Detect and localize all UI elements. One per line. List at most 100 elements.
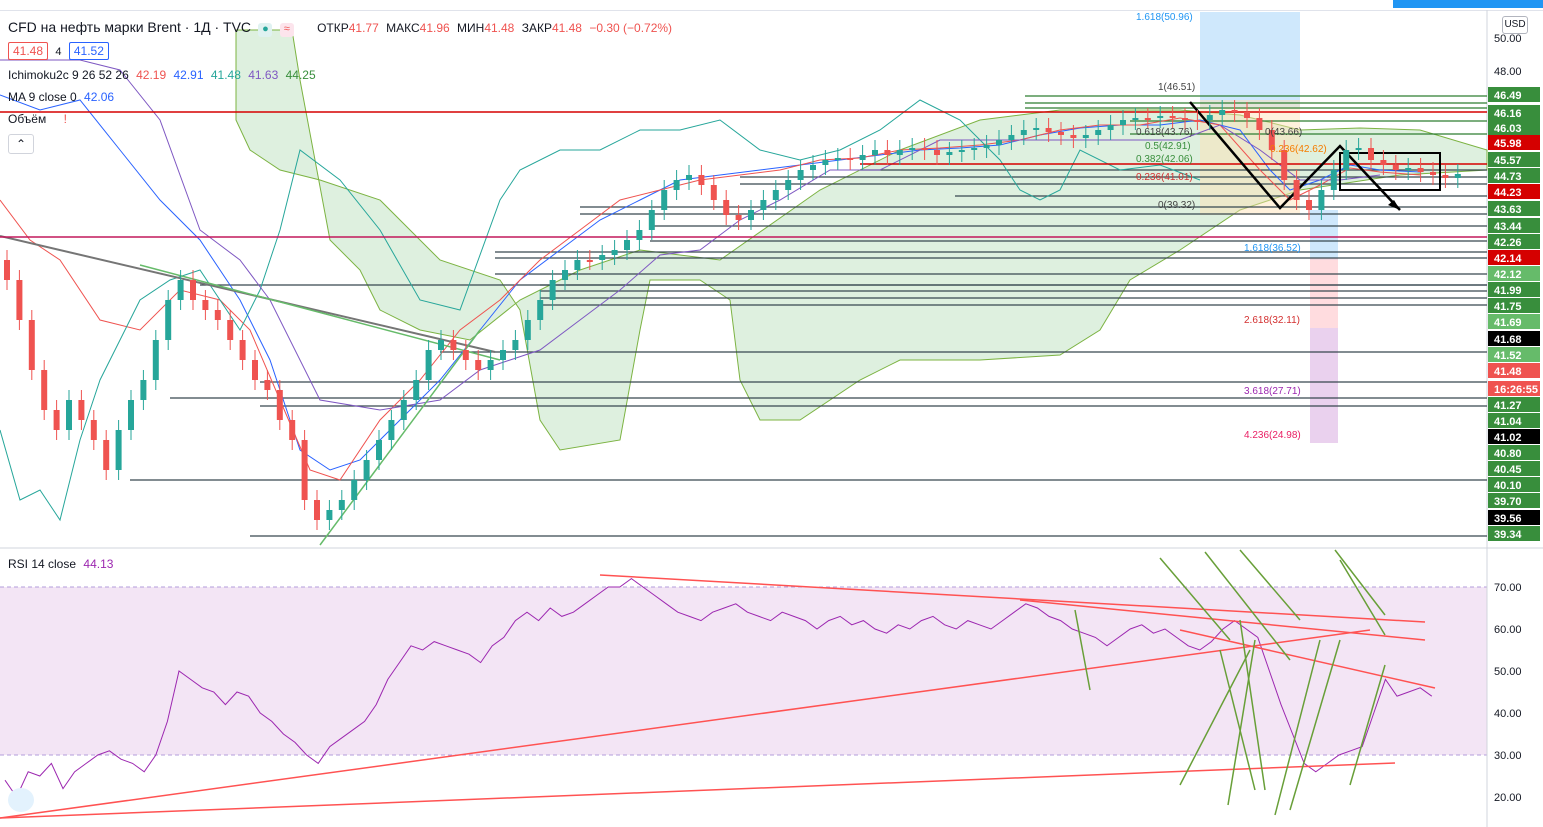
change-value: −0.30 (−0.72%) (589, 21, 673, 35)
candle-body (1008, 135, 1015, 140)
price-tick: 41.27 (1488, 397, 1540, 412)
candle-body (450, 340, 457, 350)
rsi-trend-3[interactable] (599, 574, 1426, 623)
candle-body (524, 320, 531, 340)
candle-body (1355, 148, 1362, 150)
candle-body (177, 280, 184, 300)
ichimoku-legend[interactable]: Ichimoku2c 9 26 52 26 42.19 42.91 41.48 … (8, 68, 320, 82)
candle-body (264, 380, 271, 390)
volume-label: Объём (8, 112, 47, 126)
price-tick: 45.57 (1488, 152, 1540, 167)
candle-body (1194, 120, 1201, 122)
candle-body (1182, 118, 1188, 120)
wave-icon[interactable]: ≈ (279, 23, 294, 37)
candle-body (227, 320, 234, 340)
rsi-line (4, 577, 1433, 799)
candle-body (1256, 118, 1263, 130)
rsi-trend-5[interactable] (1179, 629, 1436, 689)
bid-badge[interactable]: 41.48 (8, 42, 49, 60)
rsi-trend-2[interactable] (0, 629, 1371, 819)
zigzag-pattern[interactable] (1189, 101, 1401, 211)
volume-legend[interactable]: Объём ! (8, 112, 71, 126)
candle-body (1330, 170, 1337, 190)
svg-text:16:26:55: 16:26:55 (1494, 384, 1538, 396)
candle-body (388, 420, 395, 440)
candle-body (772, 190, 779, 200)
candle-body (289, 420, 296, 440)
candle-body (1306, 200, 1312, 210)
candle-body (983, 145, 990, 148)
top-toolbar (0, 0, 1543, 11)
svg-text:43.63: 43.63 (1494, 204, 1522, 216)
price-tick: 41.99 (1488, 282, 1540, 297)
trendline-up[interactable] (319, 329, 481, 546)
fib-label: 0(39.32) (1158, 200, 1195, 211)
candle-body (859, 155, 866, 160)
candle-body (661, 190, 668, 210)
candle-body (78, 400, 85, 420)
candlestick-series (4, 100, 1461, 530)
candle-body (537, 300, 544, 320)
rsi-legend[interactable]: RSI 14 close 44.13 (8, 557, 117, 571)
svg-text:40.10: 40.10 (1494, 480, 1522, 492)
candle-body (338, 500, 345, 510)
rsi-channel-lines[interactable] (1074, 549, 1386, 816)
open-value: 41.77 (348, 21, 379, 35)
candle-body (1442, 175, 1449, 178)
candle-body (785, 180, 792, 190)
candle-body (946, 152, 953, 155)
low-value: 41.48 (484, 21, 515, 35)
ichimoku-v5: 44.25 (285, 68, 316, 82)
rsi-trend-4[interactable] (1019, 599, 1426, 641)
bid-ask: 41.48 4 41.52 (8, 42, 113, 60)
candle-body (1268, 130, 1275, 150)
warning-icon[interactable]: ! (63, 112, 67, 126)
candle-body (252, 360, 258, 380)
candle-body (165, 300, 172, 340)
candle-body (698, 175, 705, 185)
rsi-tick: 40.00 (1494, 708, 1522, 720)
candle-body (53, 410, 60, 430)
svg-text:40.80: 40.80 (1494, 448, 1522, 460)
rsi-tick: 60.00 (1494, 624, 1522, 636)
candle-body (1144, 118, 1151, 120)
fib-zone-top (1200, 12, 1300, 107)
open-label: ОТКР (317, 21, 349, 35)
tradingview-logo-icon[interactable] (8, 788, 34, 812)
fib-zone-low-purple (1310, 328, 1338, 443)
box-pattern[interactable] (1339, 152, 1441, 191)
rsi-tick: 20.00 (1494, 792, 1522, 804)
fib-label: 3.618(27.71) (1244, 386, 1301, 397)
candle-body (128, 400, 134, 430)
price-tick: 46.49 (1488, 87, 1540, 102)
candle-body (351, 480, 358, 500)
candle-body (1281, 150, 1288, 180)
rsi-trend-1[interactable] (0, 762, 1396, 819)
svg-text:39.56: 39.56 (1494, 513, 1522, 525)
candle-body (1070, 135, 1077, 138)
ask-badge[interactable]: 41.52 (68, 42, 109, 60)
ma-line (0, 94, 1421, 471)
candle-body (16, 280, 23, 320)
candle-body (1368, 148, 1374, 160)
price-tick: 43.63 (1488, 201, 1540, 216)
toolbar-accent[interactable] (1393, 0, 1543, 8)
candle-body (190, 280, 196, 300)
price-tick: 48.00 (1494, 66, 1522, 78)
price-tick: 46.16 (1488, 105, 1540, 120)
ma-legend[interactable]: MA 9 close 0 42.06 (8, 90, 118, 104)
candle-body (996, 140, 1002, 145)
price-tick: 42.14 (1488, 250, 1540, 265)
price-tick: 39.70 (1488, 493, 1540, 508)
eye-icon[interactable]: ● (258, 23, 273, 37)
candle-body (1169, 116, 1176, 118)
price-tick: 41.69 (1488, 314, 1540, 329)
rsi-value: 44.13 (83, 557, 114, 571)
svg-text:42.12: 42.12 (1494, 269, 1522, 281)
high-label: МАКС (386, 21, 420, 35)
collapse-icon[interactable]: ⌃ (8, 134, 34, 154)
symbol-title: CFD на нефть марки Brent · 1Д · TVC (8, 19, 252, 35)
currency-badge[interactable]: USD (1502, 16, 1528, 34)
candle-body (686, 175, 692, 180)
